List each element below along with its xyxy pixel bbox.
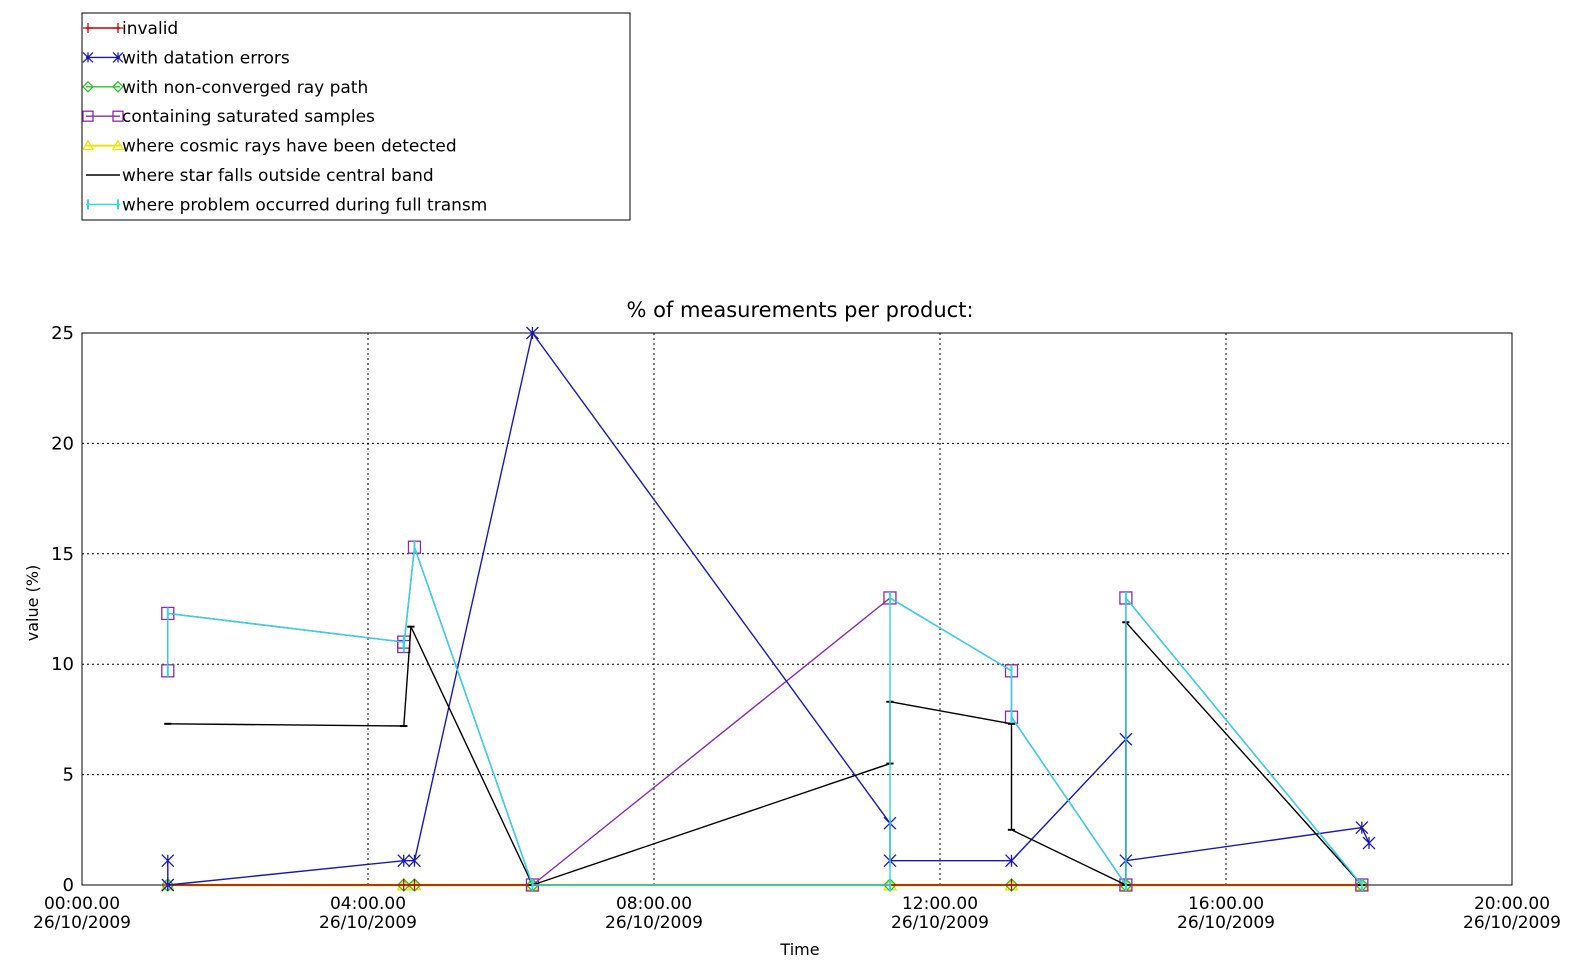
data-point: [397, 854, 411, 868]
x-tick-time: 20:00.00: [1474, 894, 1550, 914]
series-where-star-falls-outside-central-band: [164, 621, 1366, 886]
x-tick-date: 26/10/2009: [1177, 913, 1275, 933]
series-line: [167, 332, 1370, 886]
legend-label: where problem occurred during full trans…: [122, 195, 487, 215]
series-line: [167, 546, 1363, 886]
legend-item: containing saturated samples: [82, 107, 375, 127]
x-tick-date: 26/10/2009: [891, 913, 989, 933]
legend-swatch-marker: [112, 110, 124, 122]
legend-item: where problem occurred during full trans…: [86, 195, 487, 215]
legend-swatch-marker: [83, 23, 93, 33]
y-tick-label: 25: [51, 323, 74, 344]
legend-swatch-marker: [112, 51, 124, 63]
legend-item: with datation errors: [82, 48, 290, 68]
data-point: [397, 879, 410, 891]
legend-item: where star falls outside central band: [86, 166, 434, 186]
x-tick-time: 04:00.00: [330, 894, 406, 914]
data-point: [1005, 854, 1018, 868]
legend-swatch-marker: [82, 51, 94, 63]
plot-frame: [81, 332, 1513, 886]
legend-swatch-marker: [82, 110, 94, 122]
legend-label: containing saturated samples: [122, 107, 375, 127]
legend-swatch-marker: [112, 80, 124, 93]
x-tick-date: 26/10/2009: [1463, 913, 1561, 933]
data-point: [408, 879, 421, 891]
legend-swatch-marker: [111, 139, 125, 151]
data-point: [408, 854, 421, 868]
legend-swatch-marker: [82, 80, 94, 93]
data-point: [161, 854, 175, 868]
legend-item: with non-converged ray path: [82, 78, 368, 98]
legend: invalid with datation errors with non-conv…: [81, 12, 631, 221]
legend-swatch-marker: [81, 139, 95, 151]
series-layer: [160, 326, 1376, 892]
y-axis-label: value (%): [23, 565, 42, 641]
x-axis-label: Time: [779, 940, 819, 959]
y-axis-ticks: 0 5 10 15 20 25: [51, 323, 74, 896]
data-point: [1005, 879, 1018, 891]
data-point: [161, 878, 175, 892]
y-tick-label: 15: [51, 544, 74, 565]
x-tick-date: 26/10/2009: [33, 913, 131, 933]
plot-area: [81, 332, 1513, 886]
series-with-datation-errors: [161, 326, 1376, 892]
series-line: [167, 621, 1363, 886]
legend-box: [81, 12, 631, 221]
data-point: [1355, 821, 1369, 835]
x-tick-time: 16:00.00: [1188, 894, 1264, 914]
y-tick-label: 20: [51, 433, 74, 454]
x-tick-time: 12:00.00: [902, 894, 978, 914]
chart-title: % of measurements per product:: [626, 298, 973, 322]
legend-swatch-marker: [113, 23, 123, 33]
series-line: [167, 546, 1363, 886]
data-point: [1362, 836, 1376, 850]
series-containing-saturated-samples: [161, 540, 1369, 892]
grid: [82, 333, 1512, 885]
x-tick-time: 00:00.00: [44, 894, 120, 914]
legend-label: with datation errors: [122, 48, 290, 68]
legend-label: with non-converged ray path: [122, 78, 368, 98]
data-point: [525, 326, 539, 340]
x-axis-ticks: 00:00.0026/10/200904:00.0026/10/200908:0…: [33, 894, 1561, 933]
legend-label: where star falls outside central band: [122, 166, 434, 186]
legend-item: where cosmic rays have been detected: [81, 137, 457, 157]
y-tick-label: 10: [51, 654, 74, 675]
legend-label: invalid: [122, 19, 178, 39]
y-tick-label: 5: [63, 765, 74, 786]
legend-label: where cosmic rays have been detected: [122, 137, 457, 157]
x-tick-date: 26/10/2009: [319, 913, 417, 933]
x-tick-time: 08:00.00: [616, 894, 692, 914]
series-where-problem-occurred-during-full-transm: [166, 541, 1363, 891]
y-tick-label: 0: [63, 875, 74, 896]
x-tick-date: 26/10/2009: [605, 913, 703, 933]
legend-item: invalid: [83, 19, 178, 39]
